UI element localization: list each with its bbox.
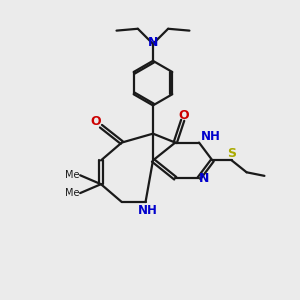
Text: NH: NH — [200, 130, 220, 143]
Text: O: O — [179, 109, 190, 122]
Text: Me: Me — [65, 170, 80, 180]
Text: Me: Me — [65, 188, 80, 198]
Text: N: N — [148, 36, 158, 49]
Text: S: S — [227, 147, 236, 161]
Text: O: O — [90, 115, 101, 128]
Text: NH: NH — [138, 204, 158, 217]
Text: N: N — [199, 172, 210, 185]
